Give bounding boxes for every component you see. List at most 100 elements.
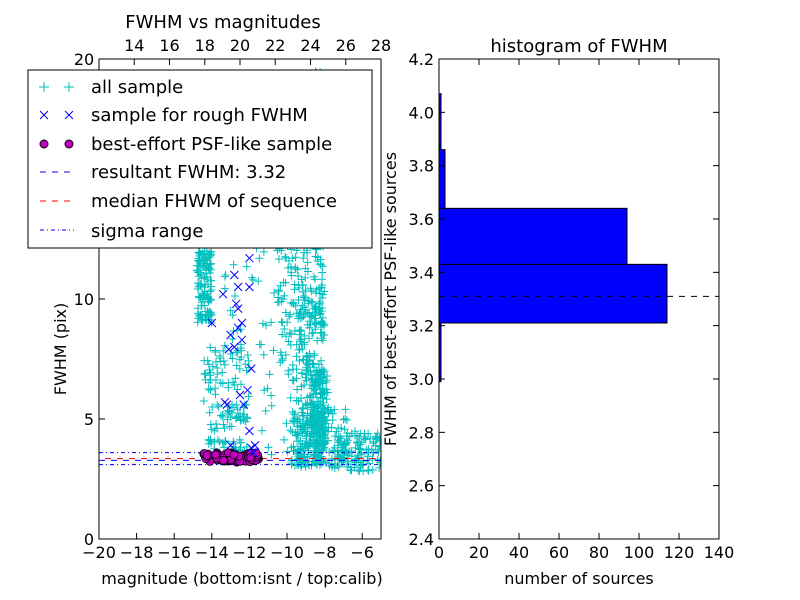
data-point-plus xyxy=(308,424,317,433)
data-point-plus xyxy=(319,398,328,407)
data-point-plus xyxy=(359,457,368,466)
x-tick-label: −16 xyxy=(157,543,191,562)
data-point-plus xyxy=(205,315,214,324)
x-tick-label: 60 xyxy=(549,543,569,562)
data-point-plus xyxy=(236,325,245,334)
data-point-plus xyxy=(242,262,251,271)
data-point-plus xyxy=(316,399,325,408)
data-point-x xyxy=(250,441,260,450)
left-scatter-panel: −20 −18 −16 −14 −12 −10 −8 −6 0 5 10 14 16 18 20 22 24 26… xyxy=(27,12,392,588)
data-point-plus xyxy=(294,295,303,304)
data-point-plus xyxy=(204,293,213,302)
data-point-plus xyxy=(293,385,302,394)
x-tick-label: 80 xyxy=(589,543,609,562)
data-point-plus xyxy=(241,360,250,369)
right-y-axis-label: FWHM of best-effort PSF-like sources xyxy=(381,152,400,446)
data-point-x xyxy=(226,330,235,340)
data-point-plus xyxy=(300,340,309,349)
right-x-axis-label: number of sources xyxy=(504,569,654,588)
data-point-plus xyxy=(211,390,220,399)
data-point-circle xyxy=(229,450,239,460)
data-point-plus xyxy=(295,330,304,339)
data-point-plus xyxy=(297,408,306,417)
data-point-plus xyxy=(285,312,294,321)
data-point-plus xyxy=(345,432,354,441)
data-point-plus xyxy=(323,371,332,380)
data-point-circle xyxy=(211,450,220,460)
left-chart-title: FWHM vs magnitudes xyxy=(125,12,320,33)
top-x-tick-label: 16 xyxy=(159,36,179,55)
data-point-plus xyxy=(282,332,291,341)
data-point-plus xyxy=(292,396,301,405)
legend-item-sigma-range: sigma range xyxy=(40,221,203,242)
data-point-plus xyxy=(331,432,340,441)
data-point-plus xyxy=(325,448,334,457)
data-point-x xyxy=(239,400,249,409)
data-point-plus xyxy=(318,303,327,312)
left-top-corner-label: 20 xyxy=(74,50,94,69)
data-point-plus xyxy=(299,254,308,263)
data-point-plus xyxy=(284,263,293,272)
data-point-plus xyxy=(308,374,317,383)
left-axis-ticks: −20 −18 −16 −14 −12 −10 −8 −6 0 5 10 14 16 18 20 22 24 26… xyxy=(74,36,392,562)
data-point-plus xyxy=(363,452,372,461)
data-point-plus xyxy=(204,385,213,394)
data-point-plus xyxy=(267,401,276,410)
legend-item-psf-sample: best-effort PSF-like sample xyxy=(39,134,332,155)
data-point-plus xyxy=(232,413,241,422)
data-point-plus xyxy=(360,432,369,441)
data-point-plus xyxy=(218,412,227,421)
data-point-plus xyxy=(208,362,217,371)
data-point-plus xyxy=(302,376,311,385)
legend-label: resultant FWHM: 3.32 xyxy=(91,162,286,183)
data-point-plus xyxy=(203,307,212,316)
y-tick-label: 3.4 xyxy=(409,263,434,282)
data-point-plus xyxy=(220,424,229,433)
data-point-plus xyxy=(196,261,205,270)
data-point-plus xyxy=(201,280,210,289)
data-point-plus xyxy=(206,343,215,352)
data-point-plus xyxy=(303,453,312,462)
data-point-plus xyxy=(244,356,253,365)
data-point-plus xyxy=(307,384,316,393)
data-point-plus xyxy=(231,374,240,383)
data-point-x xyxy=(230,342,239,352)
data-point-plus xyxy=(312,320,321,329)
y-tick-label: 2.4 xyxy=(409,530,434,549)
x-tick-label: −14 xyxy=(195,543,229,562)
data-point-plus xyxy=(195,257,204,266)
data-point-plus xyxy=(303,361,312,370)
data-point-plus xyxy=(295,337,304,346)
data-point-plus xyxy=(310,447,319,456)
data-point-plus xyxy=(303,258,312,267)
left-plot-marks xyxy=(99,67,381,476)
data-point-plus xyxy=(213,401,222,410)
data-point-plus xyxy=(304,334,313,343)
data-point-plus xyxy=(257,426,266,435)
data-point-plus xyxy=(298,313,307,322)
data-point-plus xyxy=(318,336,327,345)
x-tick-label: 120 xyxy=(664,543,695,562)
data-point-plus xyxy=(218,368,227,377)
data-point-plus xyxy=(241,417,250,426)
right-histogram-panel: 0 20 40 60 80 100 120 140 2.4 2.6 2.8 3.0 3.2 3.4 3.6 3… xyxy=(381,36,734,588)
data-point-plus xyxy=(205,365,214,374)
legend-label: all sample xyxy=(91,77,183,98)
data-point-plus xyxy=(327,423,336,432)
data-point-plus xyxy=(221,436,230,445)
data-point-plus xyxy=(213,436,222,445)
data-point-plus xyxy=(219,346,228,355)
data-point-plus xyxy=(318,313,327,322)
data-point-plus xyxy=(314,410,323,419)
y-tick-label: 3.0 xyxy=(409,370,434,389)
x-tick-label: −6 xyxy=(350,543,374,562)
data-point-plus xyxy=(220,272,229,281)
data-point-plus xyxy=(317,356,326,365)
data-point-plus xyxy=(247,273,256,282)
data-point-plus xyxy=(214,402,223,411)
data-point-plus xyxy=(240,410,249,419)
data-point-x xyxy=(237,318,247,328)
data-point-plus xyxy=(301,305,310,314)
data-point-plus xyxy=(291,301,300,310)
